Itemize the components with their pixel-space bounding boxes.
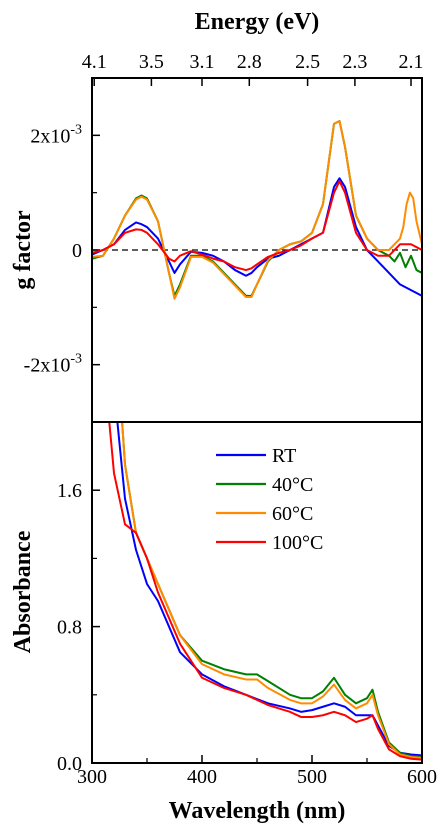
legend: RT 40°C 60°C 100°C: [216, 445, 323, 554]
g-series-line-1: [92, 120, 422, 297]
legend-label: 60°C: [272, 503, 313, 525]
wavelength-tick-label: 500: [297, 766, 327, 788]
wavelength-tick-label: 400: [187, 766, 217, 788]
abs-ytick-label: 1.6: [57, 480, 82, 502]
absorbance-axis-title: Absorbance: [10, 530, 36, 653]
abs-series-line-1: [121, 422, 422, 759]
g-series-line-0: [92, 177, 422, 297]
legend-label: 40°C: [272, 474, 313, 496]
abs-ytick-label: 0.8: [57, 617, 82, 639]
absorbance-panel: 0.0 0.8 1.6 300 400 500 600: [57, 422, 437, 788]
energy-axis-title: Energy (eV): [195, 9, 320, 35]
wavelength-tick-label: 300: [77, 766, 107, 788]
abs-series-line-0: [116, 422, 422, 757]
g-series-line-3: [92, 180, 422, 272]
legend-label: 100°C: [272, 532, 323, 554]
legend-label: RT: [272, 445, 296, 467]
energy-tick-label: 2.5: [295, 51, 320, 73]
energy-tick-label: 4.1: [82, 51, 107, 73]
abs-series-line-2: [121, 422, 422, 759]
abs-series-line-3: [108, 422, 422, 761]
g-factor-axis-title: g factor: [10, 210, 36, 290]
energy-tick-label: 3.1: [190, 51, 215, 73]
energy-tick-label: 2.3: [342, 51, 367, 73]
wavelength-axis-title: Wavelength (nm): [169, 798, 346, 824]
abs-ytick-label: 0.0: [57, 753, 82, 775]
g-ytick-label: 0: [72, 240, 82, 262]
g-factor-panel: 2x10-3 0 -2x10-3 4.1 3.5 3.1 2.8 2.5 2.3 2.1: [24, 51, 424, 377]
energy-tick-label: 2.1: [399, 51, 424, 73]
g-series-line-2: [92, 120, 422, 300]
g-ytick-label: 2x10-3: [30, 122, 82, 147]
energy-tick-label: 2.8: [237, 51, 262, 73]
g-ytick-label: -2x10-3: [24, 352, 82, 377]
plot-frame: [91, 77, 423, 764]
energy-tick-label: 3.5: [139, 51, 164, 73]
wavelength-tick-label: 600: [407, 766, 437, 788]
